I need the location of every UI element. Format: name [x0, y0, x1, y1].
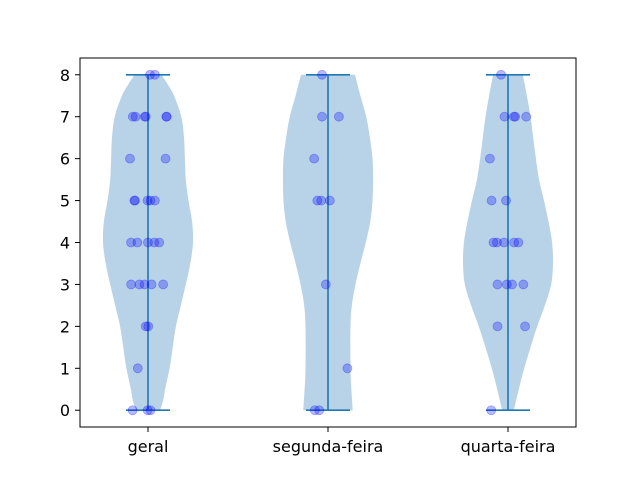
data-point: [507, 279, 518, 290]
y-tick-label: 5: [60, 192, 70, 211]
data-point: [488, 237, 499, 248]
y-tick-label: 2: [60, 317, 70, 336]
x-tick-label: quarta-feira: [461, 437, 556, 456]
y-tick-label: 6: [60, 150, 70, 169]
data-point: [510, 111, 521, 122]
data-point: [496, 69, 506, 80]
data-point: [314, 405, 325, 416]
y-axis: 0 1 2 3 4 5 6 7 8: [60, 66, 80, 420]
y-tick-label: 7: [60, 108, 70, 127]
data-point: [499, 237, 509, 248]
data-point: [161, 111, 172, 122]
data-point: [142, 195, 153, 206]
data-point: [508, 111, 519, 122]
data-point: [486, 405, 497, 416]
data-point: [132, 363, 143, 374]
data-point: [309, 153, 320, 164]
x-tick-label: segunda-feira: [273, 437, 384, 456]
data-point: [342, 363, 353, 374]
data-point: [485, 153, 495, 164]
data-point: [126, 237, 136, 248]
data-point: [149, 69, 160, 80]
y-tick-label: 1: [60, 359, 70, 378]
violin-layer: [102, 73, 554, 412]
y-tick-label: 8: [60, 66, 70, 85]
data-point: [140, 111, 151, 122]
data-point: [501, 195, 511, 206]
data-point: [139, 111, 150, 122]
data-point: [320, 279, 331, 290]
data-point: [127, 405, 138, 416]
data-point: [130, 111, 141, 122]
data-point: [129, 195, 140, 206]
data-point: [518, 279, 529, 290]
data-point: [492, 279, 503, 290]
data-point: [492, 321, 503, 332]
y-tick-label: 3: [60, 275, 70, 294]
data-point: [143, 321, 154, 332]
data-point: [513, 237, 524, 248]
data-point: [140, 321, 151, 332]
data-point: [160, 153, 171, 164]
data-point: [146, 279, 157, 290]
data-point: [127, 111, 138, 122]
data-points-layer: [125, 69, 532, 416]
data-point: [334, 111, 344, 122]
data-point: [154, 237, 165, 248]
y-tick-label: 0: [60, 401, 70, 420]
data-point: [145, 195, 156, 206]
x-axis: geral segunda-feira quarta-feira: [128, 427, 556, 456]
data-point: [501, 279, 512, 290]
data-point: [145, 405, 156, 416]
data-point: [134, 279, 145, 290]
data-point: [143, 237, 153, 248]
data-point: [149, 237, 160, 248]
data-point: [142, 405, 153, 416]
data-point: [130, 195, 140, 206]
data-point: [509, 237, 520, 248]
data-point: [125, 153, 135, 164]
data-point: [520, 321, 530, 332]
data-point: [492, 237, 502, 248]
data-point: [126, 279, 137, 290]
data-point: [317, 69, 327, 80]
data-point: [312, 195, 323, 206]
data-point: [149, 195, 160, 206]
data-point: [486, 195, 497, 206]
data-point: [499, 111, 510, 122]
x-tick-label: geral: [128, 437, 169, 456]
data-point: [324, 195, 335, 206]
data-point: [158, 279, 169, 290]
data-point: [161, 111, 172, 122]
data-point: [521, 111, 532, 122]
data-point: [132, 237, 143, 248]
y-tick-label: 4: [60, 234, 70, 253]
data-point: [309, 405, 320, 416]
data-point: [317, 111, 327, 122]
data-point: [145, 69, 155, 80]
data-point: [139, 279, 150, 290]
data-point: [316, 195, 327, 206]
